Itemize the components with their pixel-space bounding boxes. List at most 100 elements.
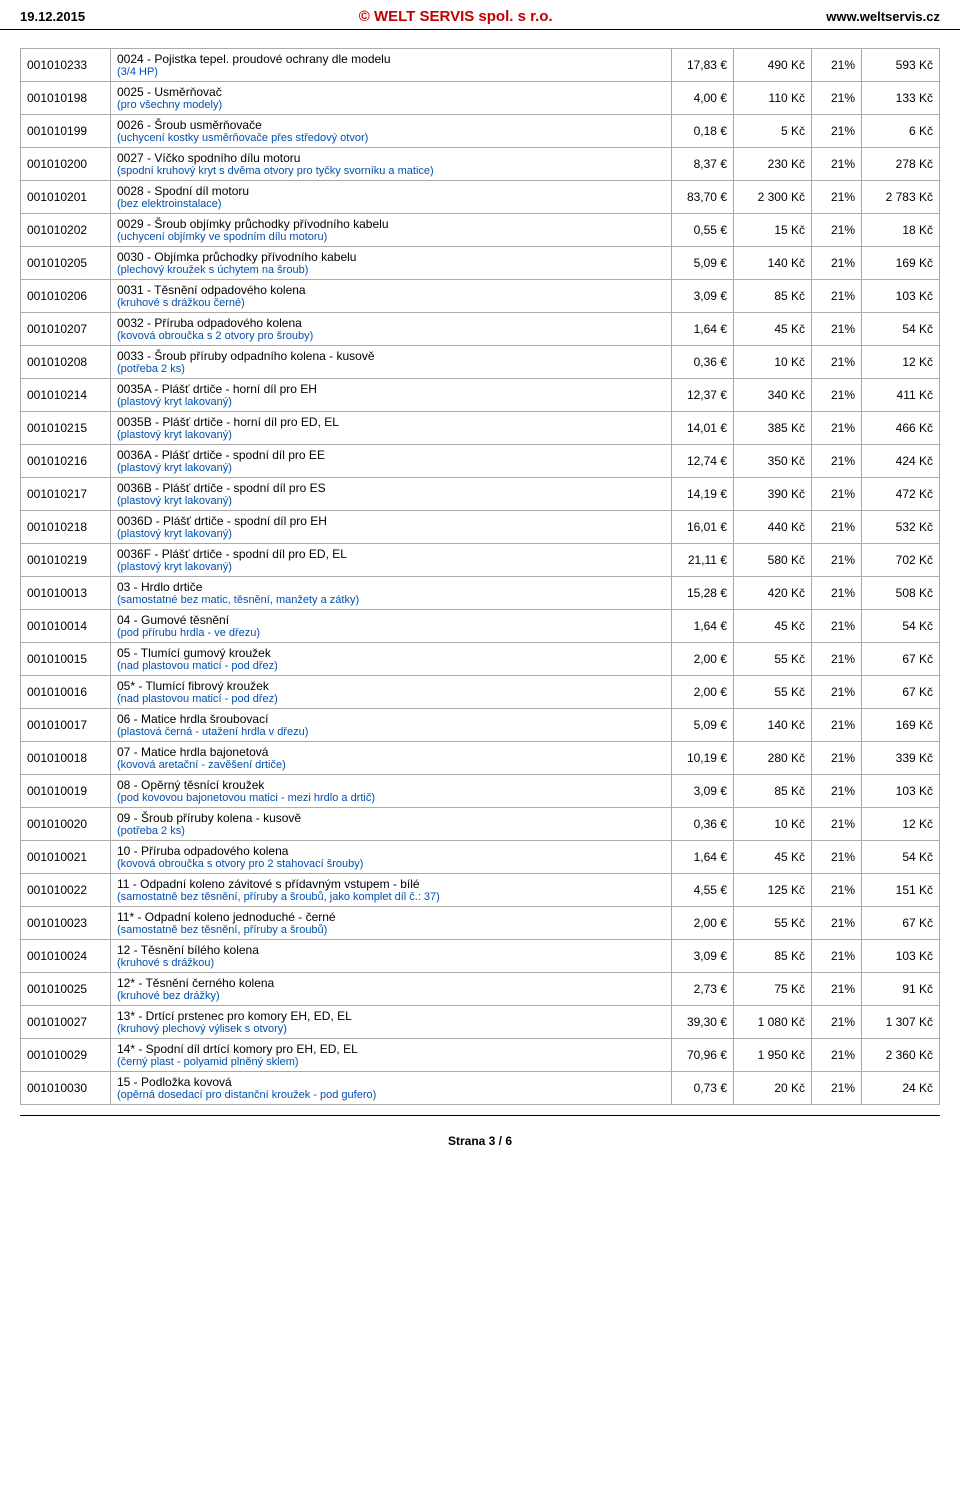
table-row: 00101001404 - Gumové těsnění(pod přírubu…	[21, 610, 940, 643]
table-row: 0010102330024 - Pojistka tepel. proudové…	[21, 49, 940, 82]
cell-price-eur: 4,00 €	[672, 82, 734, 115]
cell-price-eur: 15,28 €	[672, 577, 734, 610]
cell-price-eur: 2,73 €	[672, 973, 734, 1006]
cell-vat-pct: 21%	[812, 478, 862, 511]
cell-code: 001010198	[21, 82, 111, 115]
cell-price-czk: 55 Kč	[734, 676, 812, 709]
item-name: 03 - Hrdlo drtiče	[117, 580, 665, 594]
cell-description: 0033 - Šroub příruby odpadního kolena - …	[111, 346, 672, 379]
cell-description: 15 - Podložka kovová(opěrná dosedací pro…	[111, 1072, 672, 1105]
table-row: 0010102070032 - Příruba odpadového kolen…	[21, 313, 940, 346]
item-name: 0033 - Šroub příruby odpadního kolena - …	[117, 349, 665, 363]
table-row: 001010198 0025 - Usměrňovač(pro všechny m…	[21, 82, 940, 115]
cell-vat-pct: 21%	[812, 1039, 862, 1072]
header-date: 19.12.2015	[20, 9, 85, 24]
cell-vat-pct: 21%	[812, 280, 862, 313]
cell-description: 0036B - Plášť drtiče - spodní díl pro ES…	[111, 478, 672, 511]
cell-code: 001010200	[21, 148, 111, 181]
cell-vat-pct: 21%	[812, 313, 862, 346]
item-name: 07 - Matice hrdla bajonetová	[117, 745, 665, 759]
cell-price-vat-czk: 103 Kč	[862, 775, 940, 808]
item-name: 05 - Tlumící gumový kroužek	[117, 646, 665, 660]
item-subtitle: (potřeba 2 ks)	[117, 363, 665, 375]
cell-price-czk: 490 Kč	[734, 49, 812, 82]
table-row: 00101002512* - Těsnění černého kolena(kr…	[21, 973, 940, 1006]
table-row: 00101001908 - Opěrný těsnící kroužek(pod…	[21, 775, 940, 808]
item-subtitle: (černý plast - polyamid plněný sklem)	[117, 1056, 665, 1068]
cell-price-eur: 2,00 €	[672, 676, 734, 709]
cell-code: 001010207	[21, 313, 111, 346]
cell-price-czk: 85 Kč	[734, 940, 812, 973]
cell-description: 14* - Spodní díl drtící komory pro EH, E…	[111, 1039, 672, 1072]
item-name: 15 - Podložka kovová	[117, 1075, 665, 1089]
cell-price-czk: 440 Kč	[734, 511, 812, 544]
item-name: 0036A - Plášť drtiče - spodní díl pro EE	[117, 448, 665, 462]
cell-code: 001010217	[21, 478, 111, 511]
cell-price-eur: 3,09 €	[672, 940, 734, 973]
item-name: 12* - Těsnění černého kolena	[117, 976, 665, 990]
cell-price-vat-czk: 2 360 Kč	[862, 1039, 940, 1072]
item-subtitle: (pod přírubu hrdla - ve dřezu)	[117, 627, 665, 639]
cell-vat-pct: 21%	[812, 544, 862, 577]
cell-vat-pct: 21%	[812, 379, 862, 412]
table-row: 00101002211 - Odpadní koleno závitové s …	[21, 874, 940, 907]
cell-price-czk: 85 Kč	[734, 775, 812, 808]
cell-price-vat-czk: 12 Kč	[862, 808, 940, 841]
cell-price-czk: 20 Kč	[734, 1072, 812, 1105]
table-row: 0010102020029 - Šroub objímky průchodky …	[21, 214, 940, 247]
item-subtitle: (bez elektroinstalace)	[117, 198, 665, 210]
cell-description: 0036F - Plášť drtiče - spodní díl pro ED…	[111, 544, 672, 577]
cell-vat-pct: 21%	[812, 412, 862, 445]
cell-price-eur: 5,09 €	[672, 709, 734, 742]
cell-price-vat-czk: 103 Kč	[862, 280, 940, 313]
cell-price-eur: 3,09 €	[672, 280, 734, 313]
item-subtitle: (samostatně bez těsnění, příruby a šroub…	[117, 891, 665, 903]
table-row: 0010101990026 - Šroub usměrňovače(uchyce…	[21, 115, 940, 148]
table-row: 0010102180036D - Plášť drtiče - spodní d…	[21, 511, 940, 544]
price-table-container: 0010102330024 - Pojistka tepel. proudové…	[0, 30, 960, 1115]
cell-price-czk: 350 Kč	[734, 445, 812, 478]
cell-price-eur: 4,55 €	[672, 874, 734, 907]
cell-price-vat-czk: 593 Kč	[862, 49, 940, 82]
cell-code: 001010014	[21, 610, 111, 643]
item-name: 0026 - Šroub usměrňovače	[117, 118, 665, 132]
item-name: 0025 - Usměrňovač	[117, 85, 665, 99]
table-row: 00101001303 - Hrdlo drtiče(samostatné be…	[21, 577, 940, 610]
cell-price-eur: 17,83 €	[672, 49, 734, 82]
cell-price-eur: 83,70 €	[672, 181, 734, 214]
cell-price-vat-czk: 169 Kč	[862, 709, 940, 742]
cell-price-eur: 39,30 €	[672, 1006, 734, 1039]
cell-vat-pct: 21%	[812, 445, 862, 478]
item-subtitle: (pro všechny modely)	[117, 99, 665, 111]
cell-code: 001010219	[21, 544, 111, 577]
item-subtitle: (kruhové bez drážky)	[117, 990, 665, 1002]
cell-vat-pct: 21%	[812, 82, 862, 115]
item-name: 0028 - Spodní díl motoru	[117, 184, 665, 198]
cell-price-eur: 2,00 €	[672, 643, 734, 676]
cell-price-czk: 230 Kč	[734, 148, 812, 181]
cell-description: 11* - Odpadní koleno jednoduché - černé(…	[111, 907, 672, 940]
table-row: 001010208 0033 - Šroub příruby odpadního …	[21, 346, 940, 379]
cell-description: 0026 - Šroub usměrňovače(uchycení kostky…	[111, 115, 672, 148]
cell-vat-pct: 21%	[812, 1006, 862, 1039]
cell-code: 001010016	[21, 676, 111, 709]
cell-code: 001010233	[21, 49, 111, 82]
item-subtitle: (samostatné bez matic, těsnění, manžety …	[117, 594, 665, 606]
cell-vat-pct: 21%	[812, 148, 862, 181]
cell-price-eur: 10,19 €	[672, 742, 734, 775]
cell-description: 0036D - Plášť drtiče - spodní díl pro EH…	[111, 511, 672, 544]
cell-price-czk: 45 Kč	[734, 313, 812, 346]
cell-price-vat-czk: 67 Kč	[862, 907, 940, 940]
page-footer: Strana 3 / 6	[0, 1116, 960, 1156]
cell-description: 0027 - Víčko spodního dílu motoru(spodní…	[111, 148, 672, 181]
item-subtitle: (plastový kryt lakovaný)	[117, 495, 665, 507]
cell-code: 001010208	[21, 346, 111, 379]
cell-price-czk: 55 Kč	[734, 643, 812, 676]
table-row: 00101002412 - Těsnění bílého kolena(kruh…	[21, 940, 940, 973]
cell-price-eur: 14,01 €	[672, 412, 734, 445]
item-subtitle: (kruhové s drážkou)	[117, 957, 665, 969]
cell-vat-pct: 21%	[812, 247, 862, 280]
item-subtitle: (plastový kryt lakovaný)	[117, 561, 665, 573]
cell-price-eur: 2,00 €	[672, 907, 734, 940]
cell-price-vat-czk: 91 Kč	[862, 973, 940, 1006]
